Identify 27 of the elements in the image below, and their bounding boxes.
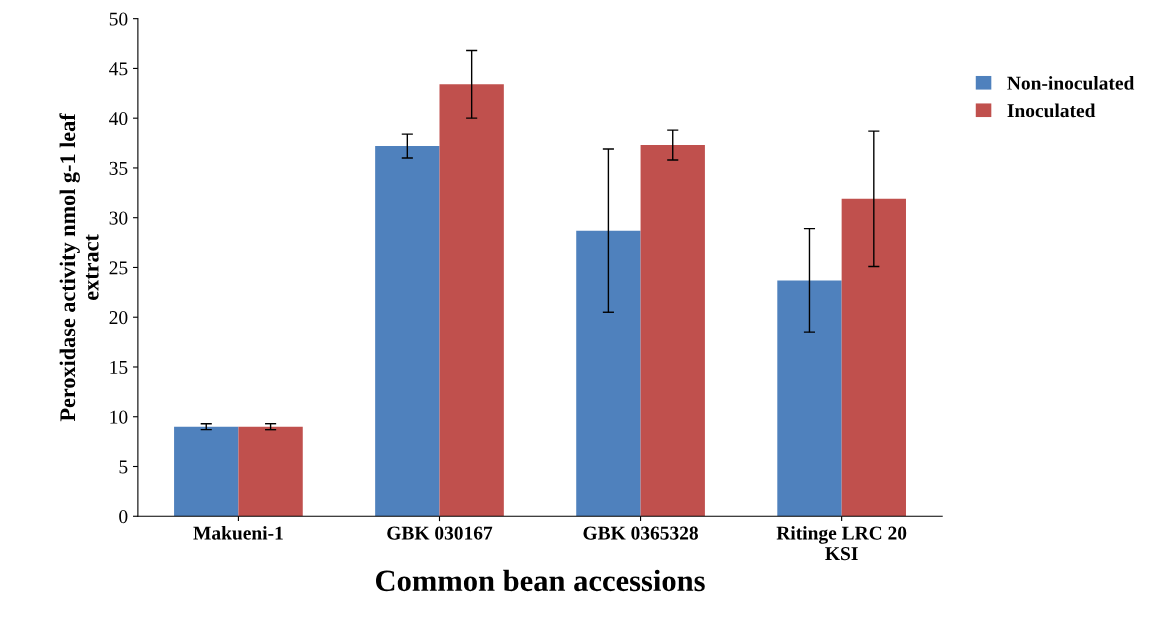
bar — [777, 280, 842, 517]
bar — [576, 230, 641, 517]
bar — [841, 198, 906, 517]
x-tick-label: Makueni-1 — [193, 525, 283, 540]
x-tick-label: GBK 030167 — [387, 526, 493, 540]
y-tick-label: 5 — [119, 460, 128, 474]
y-tick-label: 30 — [109, 211, 128, 225]
bar — [439, 84, 504, 517]
x-axis-title: Common bean accessions — [376, 569, 705, 592]
y-tick-label: 40 — [109, 112, 128, 126]
y-tick-label: 45 — [109, 62, 128, 76]
legend-label: Non-inoculated — [1007, 76, 1135, 90]
y-tick-label: 50 — [109, 12, 128, 26]
x-tick-label: GBK 0365328 — [583, 526, 698, 540]
y-tick-label: 10 — [110, 410, 128, 424]
bar — [375, 146, 440, 517]
bar — [174, 426, 239, 517]
y-tick-label: 20 — [109, 311, 128, 325]
bar — [640, 145, 705, 517]
y-tick-label: 15 — [110, 360, 128, 374]
y-tick-label: 25 — [109, 261, 128, 275]
y-tick-label: 35 — [109, 161, 128, 175]
y-tick-label: 0 — [119, 510, 128, 524]
x-tick-label: Ritinge LRC 20 KSI — [776, 525, 907, 561]
y-axis-title: Peroxidase activity nmol g-1 leaf extract — [59, 113, 99, 422]
bar — [238, 426, 303, 517]
legend-label: Inoculated — [1007, 103, 1096, 118]
